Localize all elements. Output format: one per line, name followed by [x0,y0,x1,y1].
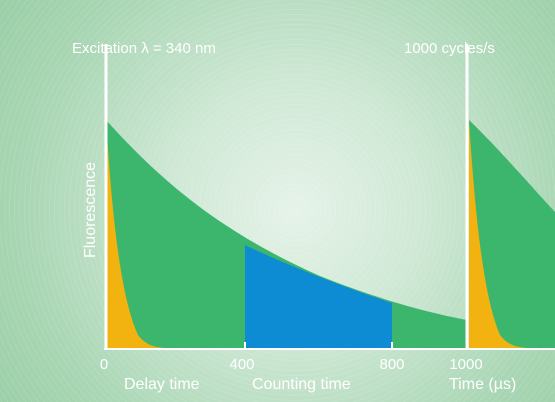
counting-time-label: Counting time [252,376,351,393]
long-lived-decay-area [106,120,467,348]
fluorescence-axis-label: Fluorescence [82,162,99,258]
second-pulse-short-decay-area [469,120,527,348]
tick-label-400: 400 [229,356,254,373]
tick-label-0: 0 [100,356,108,373]
tick-label-800: 800 [379,356,404,373]
cycle-rate-label: 1000 cycles/s [404,40,495,57]
excitation-label: Excitation λ = 340 nm [72,40,216,57]
delay-time-label: Delay time [124,376,200,393]
short-lived-decay-area [106,120,165,348]
tick-label-1000: 1000 [449,356,482,373]
second-pulse-long-decay-area [469,120,555,348]
counting-window-area [245,245,392,348]
time-axis-label: Time (µs) [449,376,516,393]
